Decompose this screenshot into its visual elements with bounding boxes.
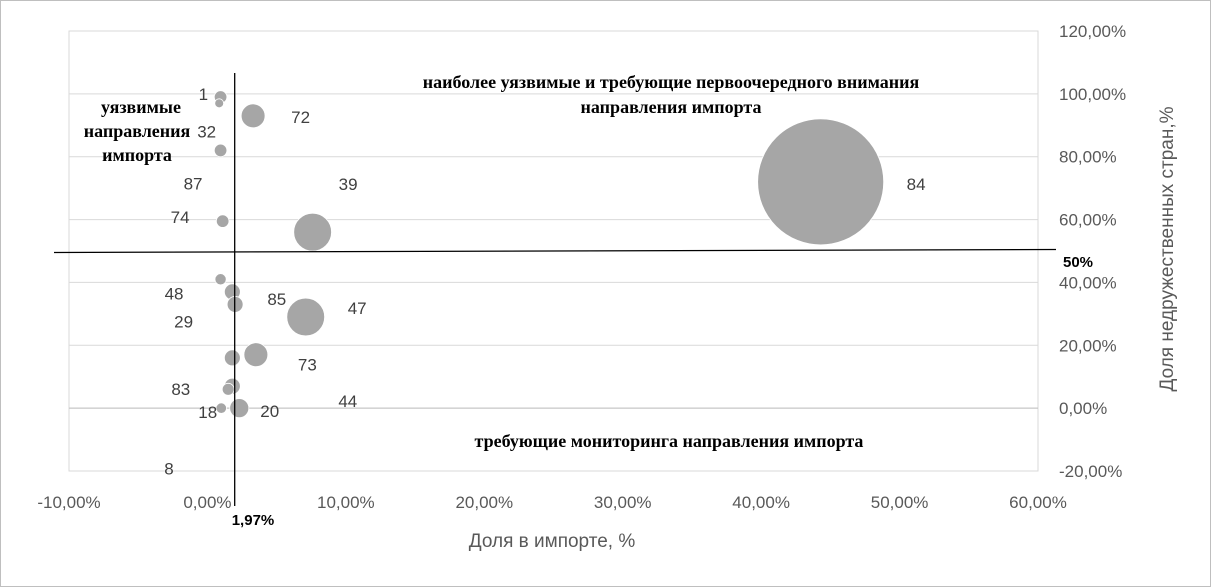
bubble-point	[229, 398, 250, 419]
bubble-label: 73	[298, 356, 317, 375]
bubble-point	[213, 143, 228, 158]
x-tick-label: 40,00%	[732, 493, 790, 512]
x-tick-label: -10,00%	[37, 493, 100, 512]
y-tick-label: 80,00%	[1059, 148, 1117, 167]
x-tick-label: 10,00%	[317, 493, 375, 512]
bubble-label: 74	[171, 208, 190, 227]
x-tick-label: 30,00%	[594, 493, 652, 512]
bubble-label: 72	[291, 108, 310, 127]
x-tick-label: 50,00%	[871, 493, 929, 512]
x-tick-label: 20,00%	[455, 493, 513, 512]
bubble-label: 18	[198, 403, 217, 422]
bubble-label: 83	[171, 380, 190, 399]
bubble-label: 44	[338, 392, 357, 411]
bubble-point	[214, 273, 227, 286]
y-tick-label: 60,00%	[1059, 211, 1117, 230]
y-tick-label: 20,00%	[1059, 336, 1117, 355]
annotation-vulnerable-line-1: уязвимые	[101, 97, 181, 117]
y-threshold-line	[53, 248, 1057, 254]
bubble-label: 20	[260, 402, 279, 421]
bubble-point	[293, 212, 332, 252]
y-tick-label: -20,00%	[1059, 462, 1122, 481]
bubble-label: 1	[199, 85, 208, 104]
bubble-point	[243, 342, 269, 368]
bubble-point	[214, 98, 225, 109]
annotation-most-vulnerable-line-2: направления импорта	[581, 97, 762, 117]
x-axis-ticks: -10,00% 0,00% 10,00% 20,00% 30,00% 40,00% 50,0…	[37, 493, 1067, 512]
y-tick-label: 0,00%	[1059, 399, 1107, 418]
bubble-label: 47	[348, 299, 367, 318]
bubble-point	[240, 103, 266, 129]
y-tick-label: 100,00%	[1059, 85, 1126, 104]
x-threshold-label: 1,97%	[232, 512, 275, 529]
bubble-point	[215, 214, 230, 228]
plot-area	[68, 30, 1039, 472]
bubble-point	[223, 349, 241, 367]
bubble-label: 32	[197, 122, 216, 141]
bubble-label: 29	[174, 312, 193, 331]
bubble-label: 87	[184, 174, 203, 193]
annotation-most-vulnerable-line-1: наиболее уязвимые и требующие первоочере…	[423, 72, 920, 92]
x-tick-label: 60,00%	[1009, 493, 1067, 512]
annotation-monitoring: требующие мониторинга направления импорт…	[475, 431, 864, 451]
y-axis-ticks: -20,00% 0,00% 20,00% 40,00% 60,00% 80,00% 100,…	[1059, 22, 1126, 481]
threshold-lines	[53, 73, 1057, 506]
bubble-point	[221, 382, 235, 396]
bubble-labels: 1 32 72 87 84 74 39 48 85 29 47 73 44 83 8 20 18	[164, 85, 925, 478]
annotation-vulnerable-line-2: направления	[84, 121, 191, 141]
y-tick-label: 40,00%	[1059, 273, 1117, 292]
y-threshold-label: 50%	[1063, 254, 1093, 271]
x-axis-title: Доля в импорте, %	[469, 531, 636, 552]
x-tick-label: 0,00%	[183, 493, 231, 512]
bubbles	[213, 90, 885, 419]
bubble-label: 48	[165, 284, 184, 303]
bubble-label: 39	[339, 175, 358, 194]
bubble-label: 85	[267, 290, 286, 309]
bubble-point	[286, 297, 326, 337]
bubble-point	[215, 402, 227, 414]
annotation-vulnerable-line-3: импорта	[102, 145, 172, 165]
y-tick-label: 120,00%	[1059, 22, 1126, 41]
bubble-label: 84	[907, 175, 926, 194]
bubble-label: 8	[164, 459, 173, 478]
bubble-point	[757, 118, 885, 246]
y-axis-title: Доля недружественных стран,%	[1157, 106, 1178, 391]
